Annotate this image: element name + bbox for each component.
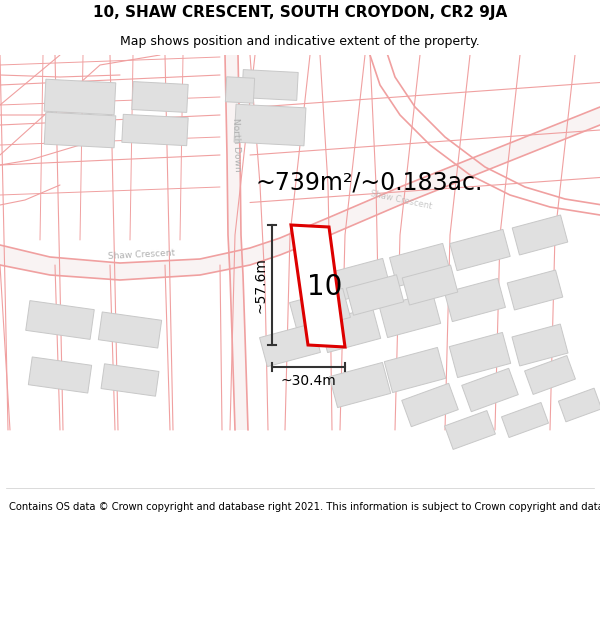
Polygon shape (234, 104, 306, 146)
Text: ~30.4m: ~30.4m (281, 374, 337, 388)
Polygon shape (291, 225, 345, 347)
Polygon shape (242, 69, 298, 101)
Polygon shape (524, 356, 575, 394)
Polygon shape (559, 388, 600, 422)
Polygon shape (226, 77, 254, 103)
Polygon shape (384, 348, 446, 392)
Text: 10, SHAW CRESCENT, SOUTH CROYDON, CR2 9JA: 10, SHAW CRESCENT, SOUTH CROYDON, CR2 9J… (93, 4, 507, 19)
Polygon shape (512, 324, 568, 366)
Polygon shape (122, 114, 188, 146)
Polygon shape (319, 308, 381, 352)
Polygon shape (402, 265, 458, 305)
Polygon shape (402, 383, 458, 427)
Polygon shape (98, 312, 161, 348)
Polygon shape (26, 301, 94, 339)
Polygon shape (260, 323, 320, 367)
Text: Map shows position and indicative extent of the property.: Map shows position and indicative extent… (120, 35, 480, 48)
Polygon shape (379, 292, 441, 338)
Text: ~57.6m: ~57.6m (253, 257, 267, 313)
Text: Shaw Crescent: Shaw Crescent (370, 189, 433, 211)
Polygon shape (28, 357, 92, 393)
Polygon shape (462, 368, 518, 412)
Text: Shaw Crescent: Shaw Crescent (108, 249, 176, 261)
Polygon shape (445, 278, 505, 322)
Polygon shape (329, 258, 391, 302)
Polygon shape (132, 82, 188, 112)
Polygon shape (329, 362, 391, 408)
Polygon shape (290, 288, 350, 332)
Polygon shape (44, 79, 116, 115)
Polygon shape (346, 275, 404, 315)
Polygon shape (507, 270, 563, 310)
Polygon shape (0, 107, 600, 280)
Polygon shape (502, 402, 548, 437)
Polygon shape (450, 229, 510, 271)
Polygon shape (445, 411, 496, 449)
Polygon shape (44, 112, 116, 148)
Polygon shape (512, 215, 568, 255)
Polygon shape (449, 332, 511, 378)
Text: Contains OS data © Crown copyright and database right 2021. This information is : Contains OS data © Crown copyright and d… (9, 502, 600, 512)
Polygon shape (225, 55, 248, 430)
Polygon shape (101, 364, 159, 396)
Text: 10: 10 (307, 273, 343, 301)
Text: North Down: North Down (230, 118, 241, 172)
Text: ~739m²/~0.183ac.: ~739m²/~0.183ac. (255, 171, 482, 195)
Polygon shape (389, 243, 451, 287)
